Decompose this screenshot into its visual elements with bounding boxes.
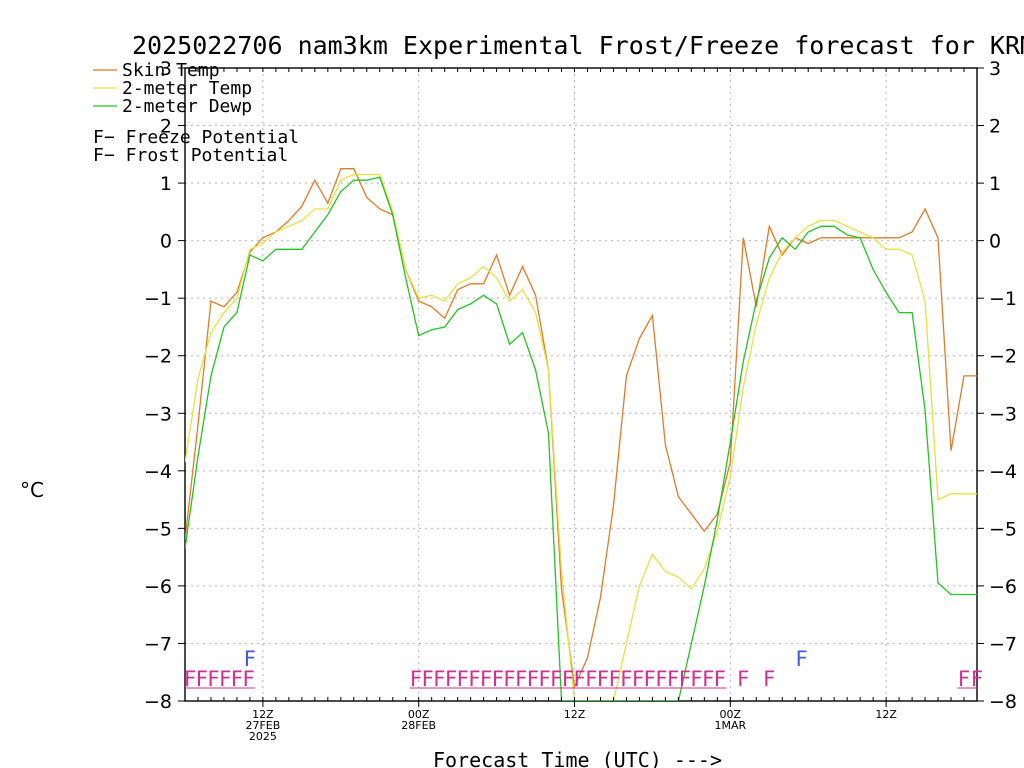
potential-legend-label: − Frost Potential [104,145,288,166]
y-tick-label-left: −1 [144,288,172,310]
y-tick-label-right: 0 [989,231,1001,253]
freeze-potential-mark: F [632,667,644,691]
freeze-potential-mark: F [231,667,243,691]
freeze-potential-mark: F [480,667,492,691]
freeze-potential-mark: F [609,667,621,691]
freeze-potential-mark: F [597,667,609,691]
series-line-skin-temp [185,168,977,689]
y-tick-label-left: −3 [144,403,172,425]
freeze-potential-mark: F [971,667,983,691]
series-line-2-meter-dewp [185,176,977,701]
freeze-potential-mark: F [550,667,562,691]
freeze-potential-mark: F [410,667,422,691]
series-line-2-meter-temp [185,173,977,701]
frost-potential-mark: F [796,647,808,671]
y-tick-label-right: 3 [989,58,1001,80]
x-tick-label: 12Z [564,708,586,721]
y-tick-label-right: 2 [989,116,1001,138]
x-tick-label: 27FEB [245,719,280,732]
y-tick-label-right: −5 [989,518,1017,540]
potential-marks: F F F F F F F F F F F F F F F F F F F F F F F F F F F F F F F F F F F F FF F [184,647,983,691]
y-axis-label: °C [20,478,44,502]
axes: 3 3 2 2 1 1 0 0 −1 −1 −2 −2 −3 −3 −4 −4 −5 −5 −6 −6 −7 −7 −8 −8… [144,58,1017,743]
legend-label: Skin Temp [122,60,220,81]
freeze-potential-mark: F [574,667,586,691]
freeze-potential-mark: F [667,667,679,691]
freeze-potential-mark: F [539,667,551,691]
y-tick-label-left: 3 [160,58,172,80]
x-axis-label: Forecast Time (UTC) ---> [433,748,722,768]
freeze-potential-mark: F [655,667,667,691]
freeze-potential-mark: F [504,667,516,691]
y-tick-label-left: 1 [160,173,172,195]
freeze-potential-mark: F [644,667,656,691]
legend-label: 2-meter Temp [122,78,252,99]
potential-legend-mark: F [93,145,104,166]
freeze-potential-mark: F [468,667,480,691]
frost-potential-mark: F [244,647,256,671]
y-tick-label-right: −8 [989,691,1017,713]
y-tick-label-right: 1 [989,173,1001,195]
freeze-potential-mark: F [208,667,220,691]
y-tick-label-left: −4 [144,461,172,483]
y-tick-label-left: −7 [144,633,172,655]
freeze-potential-mark: F [243,667,255,691]
x-tick-label: 2025 [249,730,277,743]
chart-title: 2025022706 nam3km Experimental Frost/Fre… [132,31,1024,60]
freeze-potential-mark: F [763,667,775,691]
x-tick-label: 28FEB [401,719,436,732]
freeze-potential-mark: F [219,667,231,691]
freeze-potential-mark: F [492,667,504,691]
freeze-potential-mark: F [445,667,457,691]
y-tick-label-right: −3 [989,403,1017,425]
potential-legend-mark: F [93,127,104,148]
freeze-potential-mark: F [691,667,703,691]
freeze-potential-mark: F [737,667,749,691]
y-tick-label-right: −7 [989,633,1017,655]
y-tick-label-left: 0 [160,231,172,253]
y-tick-label-right: −2 [989,346,1017,368]
freeze-potential-mark: F [714,667,726,691]
y-tick-label-left: 2 [160,116,172,138]
y-tick-label-left: −5 [144,518,172,540]
y-tick-label-right: −6 [989,576,1017,598]
freeze-potential-mark: F [457,667,469,691]
x-tick-label: 00Z [408,708,430,721]
x-tick-label: 12Z [252,708,274,721]
y-tick-label-right: −1 [989,288,1017,310]
freeze-potential-mark: F [184,667,196,691]
x-tick-label: 12Z [875,708,897,721]
potential-legend-label: − Freeze Potential [104,127,299,148]
legend-label: 2-meter Dewp [122,96,252,117]
freeze-potential-mark: F [433,667,445,691]
y-tick-label-left: −6 [144,576,172,598]
freeze-potential-mark: F [422,667,434,691]
freeze-potential-mark: F [620,667,632,691]
freeze-potential-mark: F [196,667,208,691]
freeze-potential-mark: F [527,667,539,691]
freeze-potential-mark: F [679,667,691,691]
freeze-potential-mark: F [585,667,597,691]
x-tick-label: 1MAR [714,719,746,732]
series-layer [185,168,977,701]
freeze-potential-mark: F [515,667,527,691]
x-tick-label: 00Z [720,708,742,721]
freeze-potential-mark: F [562,667,574,691]
grid [185,68,977,701]
freeze-potential-mark: F [702,667,714,691]
y-tick-label-left: −8 [144,691,172,713]
y-tick-label-right: −4 [989,461,1017,483]
freeze-potential-mark: F [958,667,970,691]
y-tick-label-left: −2 [144,346,172,368]
